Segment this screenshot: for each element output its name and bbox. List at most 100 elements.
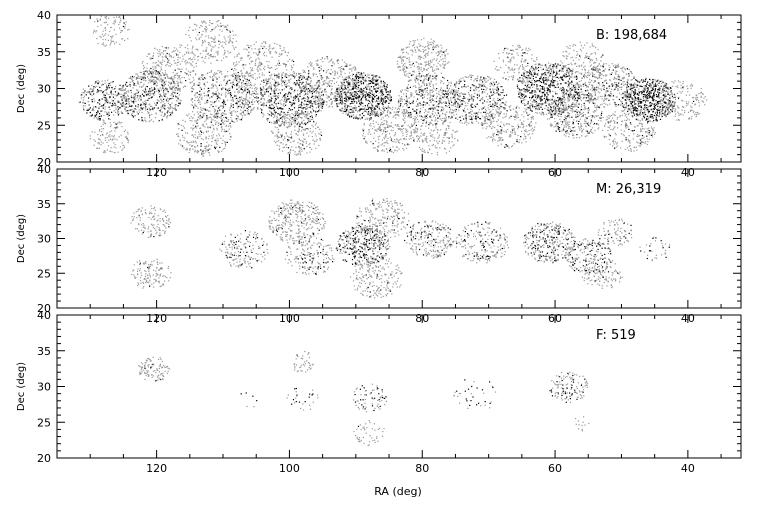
data-point [175, 133, 178, 135]
data-point [100, 36, 102, 39]
data-point [79, 101, 81, 103]
data-point [274, 85, 276, 87]
data-point [279, 100, 281, 102]
data-point [107, 115, 109, 117]
data-point [377, 128, 379, 130]
data-point [205, 137, 207, 139]
data-point [311, 116, 313, 118]
data-point [290, 122, 292, 124]
data-point [169, 82, 171, 84]
data-point [178, 81, 180, 83]
data-point [121, 38, 123, 40]
data-point [273, 102, 275, 104]
data-point [177, 88, 179, 90]
data-point [238, 105, 240, 108]
data-point [302, 90, 304, 92]
data-point [173, 60, 175, 62]
data-point [117, 92, 119, 94]
data-point [222, 41, 224, 43]
data-point [385, 90, 387, 92]
data-point [127, 133, 129, 135]
data-point [227, 89, 229, 91]
data-point [168, 53, 170, 55]
data-point [105, 29, 107, 31]
data-point [239, 113, 241, 115]
data-point [221, 150, 223, 152]
data-point [124, 89, 126, 91]
data-point [274, 88, 276, 90]
data-point [213, 78, 215, 81]
data-point [199, 79, 201, 81]
data-point [377, 87, 379, 89]
data-point [288, 79, 290, 81]
data-point [261, 112, 263, 114]
data-point [104, 108, 106, 110]
data-point [179, 102, 181, 104]
data-point [200, 88, 203, 90]
data-point [205, 50, 207, 52]
data-point [420, 67, 422, 69]
data-point [158, 100, 160, 102]
data-point [193, 23, 196, 25]
data-point [418, 49, 420, 51]
data-point [309, 105, 311, 108]
data-point [190, 99, 192, 101]
data-point [398, 110, 400, 112]
data-point [297, 97, 299, 99]
data-point [296, 124, 298, 126]
data-point [413, 65, 415, 67]
data-point [148, 82, 150, 84]
data-point [301, 87, 303, 89]
data-point [257, 48, 259, 50]
data-point [171, 93, 173, 95]
data-point [322, 100, 324, 102]
data-point [364, 94, 366, 96]
data-point [236, 110, 239, 112]
data-point [376, 148, 378, 151]
data-point [225, 27, 227, 29]
data-point [245, 48, 247, 50]
data-point [343, 110, 345, 113]
data-point [380, 90, 382, 92]
data-point [379, 135, 381, 137]
data-point [308, 135, 310, 137]
data-point [353, 108, 355, 110]
data-point [204, 21, 206, 23]
data-point [114, 43, 116, 45]
data-point [409, 72, 411, 74]
data-point [290, 124, 293, 126]
data-point [86, 91, 88, 93]
data-point [111, 87, 113, 89]
data-point [243, 74, 245, 76]
data-point [369, 107, 371, 109]
data-point [152, 72, 154, 74]
data-point [282, 72, 284, 74]
data-point [200, 149, 202, 151]
data-point [318, 88, 320, 90]
data-point [362, 78, 364, 80]
data-point [310, 114, 312, 117]
data-point [211, 46, 213, 48]
data-point [345, 63, 347, 65]
data-point [202, 113, 204, 115]
data-point [248, 79, 250, 82]
data-point [254, 72, 256, 75]
data-point [315, 107, 318, 109]
data-point [326, 104, 328, 106]
data-point [268, 82, 270, 84]
data-point [123, 104, 125, 106]
data-point [111, 135, 113, 137]
data-point [362, 95, 364, 97]
data-point [137, 81, 139, 83]
data-point [201, 116, 203, 118]
data-point [324, 89, 326, 91]
data-point [195, 48, 197, 50]
data-point [101, 43, 103, 45]
data-point [444, 60, 446, 62]
data-point [220, 126, 222, 128]
data-point [91, 101, 93, 103]
data-point [202, 153, 205, 155]
data-point [383, 86, 385, 88]
data-point [341, 84, 343, 86]
data-point [403, 137, 406, 139]
